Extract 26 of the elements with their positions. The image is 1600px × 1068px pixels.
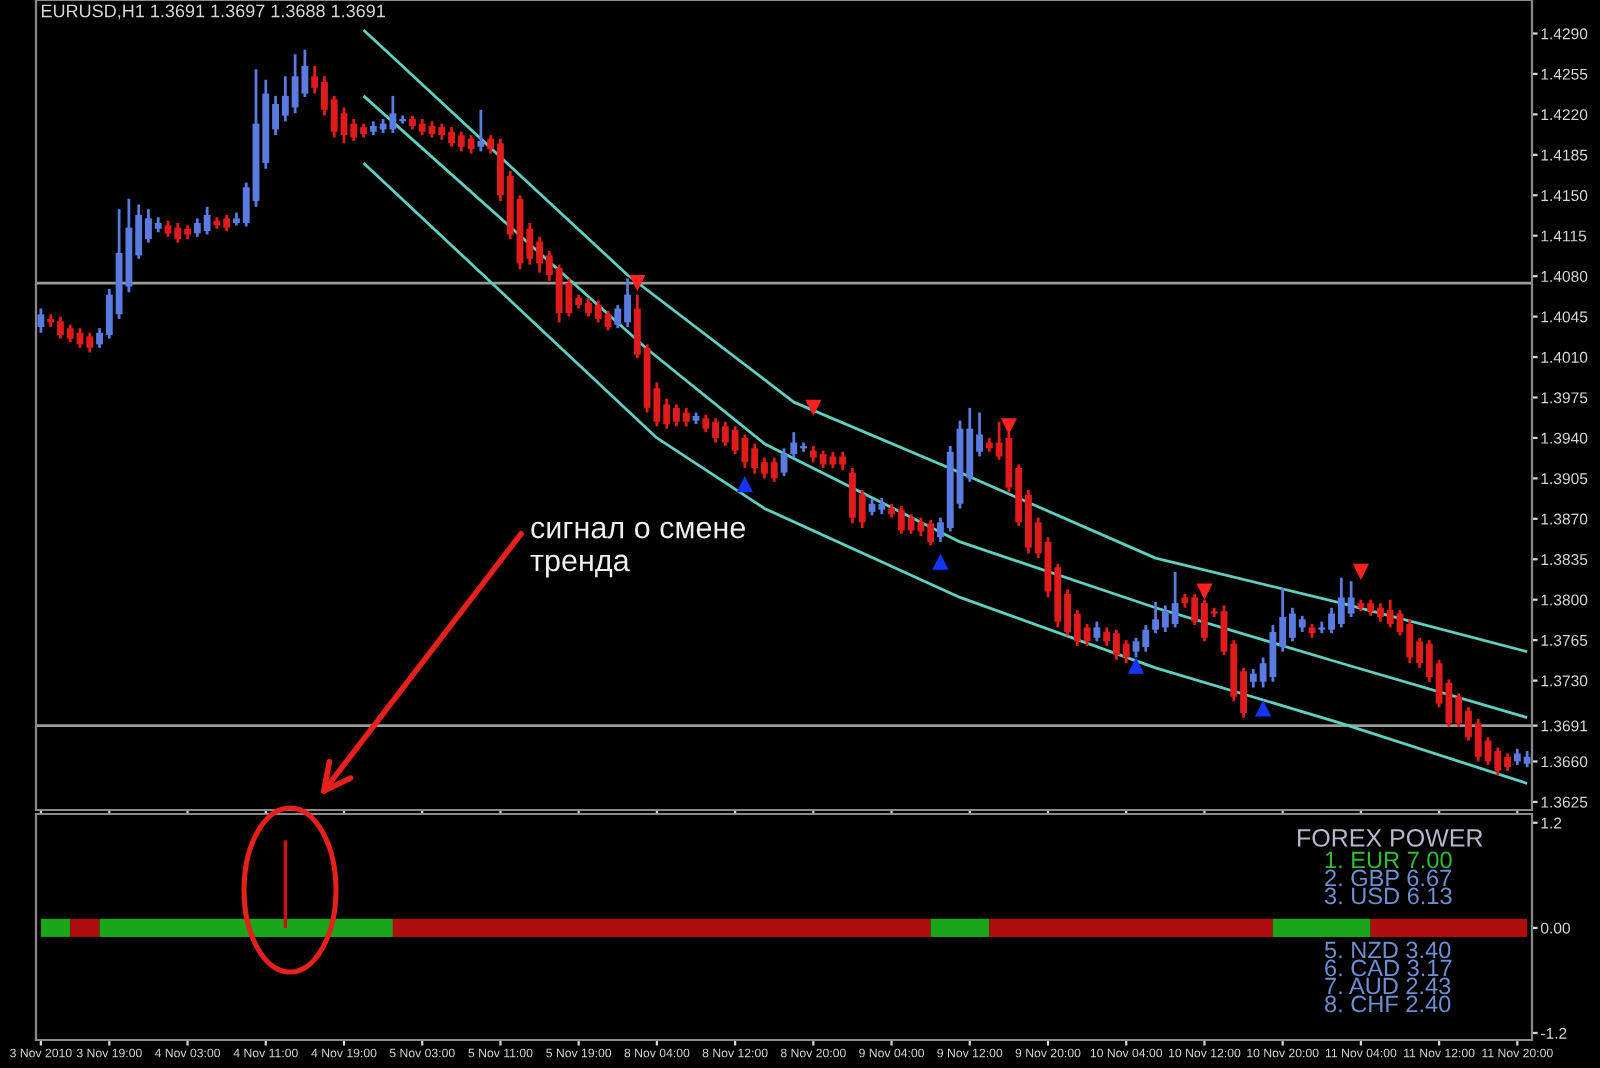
annotation: 2. GBP 6.67 xyxy=(1325,869,1452,887)
annotation: 7. AUD 2.43 xyxy=(1325,977,1451,995)
candlestick xyxy=(477,108,485,153)
annotation: 3. USD 6.13 xyxy=(1324,887,1452,905)
candlestick xyxy=(1093,620,1101,643)
candlestick xyxy=(37,307,45,335)
point xyxy=(1000,418,1017,435)
point xyxy=(736,476,753,493)
annotation: 6. CAD 3.17 xyxy=(1325,959,1452,977)
line-series xyxy=(362,28,1529,654)
candlestick xyxy=(780,446,788,478)
annotation: 1. EUR 7.00 xyxy=(1325,851,1452,869)
point xyxy=(1255,700,1272,717)
point xyxy=(1127,657,1145,674)
point xyxy=(1196,583,1213,600)
point xyxy=(629,275,646,292)
point xyxy=(805,399,822,416)
point xyxy=(1352,563,1369,581)
line-series xyxy=(362,94,1529,719)
annotation: сигнал о смене тренда xyxy=(530,521,745,578)
annotation: 5. NZD 3.40 xyxy=(1324,941,1451,959)
text: FOREX POWER xyxy=(1298,829,1483,847)
chart-title: EURUSD,H1 1.3691 1.3697 1.3688 1.3691 xyxy=(41,4,385,20)
point xyxy=(932,553,949,570)
annotation: 8. CHF 2.40 xyxy=(1325,995,1451,1013)
line-series xyxy=(362,161,1529,785)
